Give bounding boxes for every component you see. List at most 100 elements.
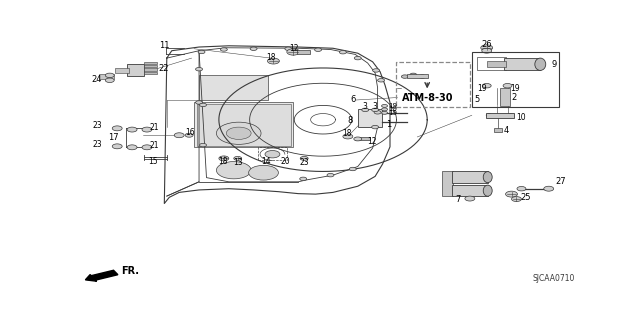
Bar bbox=[358, 109, 381, 127]
Circle shape bbox=[268, 58, 280, 64]
Circle shape bbox=[381, 104, 388, 108]
Text: 23: 23 bbox=[92, 140, 102, 149]
Circle shape bbox=[234, 156, 242, 160]
Text: ATM-8-30: ATM-8-30 bbox=[403, 92, 454, 102]
Bar bbox=[99, 74, 114, 79]
Text: 23: 23 bbox=[92, 121, 102, 130]
Bar bbox=[196, 104, 291, 146]
Circle shape bbox=[287, 49, 300, 55]
Text: 2: 2 bbox=[511, 93, 516, 102]
Text: 9: 9 bbox=[551, 60, 556, 69]
Text: 13: 13 bbox=[233, 157, 243, 167]
Bar bbox=[504, 58, 540, 70]
Circle shape bbox=[227, 127, 251, 140]
Bar bbox=[115, 68, 129, 73]
Text: 16: 16 bbox=[186, 128, 195, 137]
Circle shape bbox=[174, 133, 184, 138]
Circle shape bbox=[300, 156, 308, 160]
Circle shape bbox=[378, 79, 385, 82]
Bar bbox=[494, 128, 502, 132]
Text: 20: 20 bbox=[281, 156, 291, 166]
Circle shape bbox=[142, 145, 152, 150]
Text: 11: 11 bbox=[159, 41, 170, 50]
Ellipse shape bbox=[483, 172, 492, 183]
Circle shape bbox=[343, 134, 353, 139]
Text: 19: 19 bbox=[388, 106, 397, 112]
Circle shape bbox=[483, 84, 491, 88]
Circle shape bbox=[482, 48, 492, 53]
Bar bbox=[297, 50, 310, 54]
Circle shape bbox=[285, 47, 292, 51]
Text: 23: 23 bbox=[300, 157, 309, 167]
Circle shape bbox=[486, 114, 492, 117]
Circle shape bbox=[410, 73, 417, 76]
Circle shape bbox=[315, 48, 321, 52]
Text: 1: 1 bbox=[387, 120, 392, 129]
Text: 10: 10 bbox=[516, 113, 526, 122]
Circle shape bbox=[112, 126, 122, 131]
Bar bbox=[194, 102, 293, 147]
Circle shape bbox=[198, 50, 205, 54]
Bar bbox=[127, 64, 145, 76]
Text: 12: 12 bbox=[367, 137, 377, 146]
Text: 21: 21 bbox=[150, 123, 159, 132]
Bar bbox=[355, 137, 370, 140]
Bar bbox=[408, 74, 428, 78]
Circle shape bbox=[372, 69, 380, 72]
Circle shape bbox=[349, 167, 356, 171]
Text: 4: 4 bbox=[504, 126, 509, 135]
Circle shape bbox=[339, 51, 346, 54]
Circle shape bbox=[372, 125, 379, 129]
Bar bbox=[486, 61, 506, 67]
Circle shape bbox=[374, 111, 381, 114]
Text: SJCAA0710: SJCAA0710 bbox=[532, 274, 575, 283]
Bar bbox=[396, 62, 470, 108]
Circle shape bbox=[508, 114, 513, 117]
Circle shape bbox=[544, 186, 554, 191]
Bar bbox=[145, 65, 157, 68]
Circle shape bbox=[112, 144, 122, 149]
Circle shape bbox=[200, 103, 207, 107]
Text: 19: 19 bbox=[477, 84, 486, 93]
Bar bbox=[500, 88, 509, 106]
Circle shape bbox=[355, 56, 361, 60]
Text: FR.: FR. bbox=[121, 266, 139, 276]
Ellipse shape bbox=[535, 58, 546, 70]
Circle shape bbox=[185, 133, 193, 137]
Circle shape bbox=[511, 196, 522, 202]
Text: 3: 3 bbox=[363, 102, 367, 111]
Text: 18: 18 bbox=[218, 157, 228, 166]
Text: 8: 8 bbox=[348, 116, 353, 125]
Ellipse shape bbox=[483, 185, 492, 196]
Text: 22: 22 bbox=[158, 64, 169, 73]
Circle shape bbox=[216, 122, 261, 144]
Circle shape bbox=[142, 127, 152, 132]
Circle shape bbox=[506, 191, 518, 197]
Bar bbox=[257, 147, 287, 160]
Text: 7: 7 bbox=[455, 195, 461, 204]
Text: 12: 12 bbox=[289, 44, 299, 53]
FancyArrow shape bbox=[85, 270, 118, 281]
Text: 25: 25 bbox=[520, 193, 531, 202]
Circle shape bbox=[127, 127, 137, 132]
Bar bbox=[477, 57, 506, 70]
Circle shape bbox=[481, 45, 493, 51]
Circle shape bbox=[354, 137, 362, 141]
Text: 17: 17 bbox=[108, 133, 119, 142]
Text: 3: 3 bbox=[372, 102, 378, 111]
Bar bbox=[145, 68, 157, 71]
Circle shape bbox=[265, 150, 280, 158]
Circle shape bbox=[216, 162, 251, 179]
Text: 15: 15 bbox=[148, 157, 157, 166]
Circle shape bbox=[362, 108, 369, 112]
Text: 19: 19 bbox=[510, 84, 520, 93]
Circle shape bbox=[300, 177, 307, 180]
Bar bbox=[472, 52, 559, 108]
Text: 21: 21 bbox=[150, 141, 159, 150]
Text: 6: 6 bbox=[350, 95, 356, 105]
Bar bbox=[199, 76, 269, 100]
Bar bbox=[452, 185, 488, 196]
Circle shape bbox=[220, 48, 227, 51]
Circle shape bbox=[517, 187, 526, 191]
Bar bbox=[442, 172, 454, 196]
